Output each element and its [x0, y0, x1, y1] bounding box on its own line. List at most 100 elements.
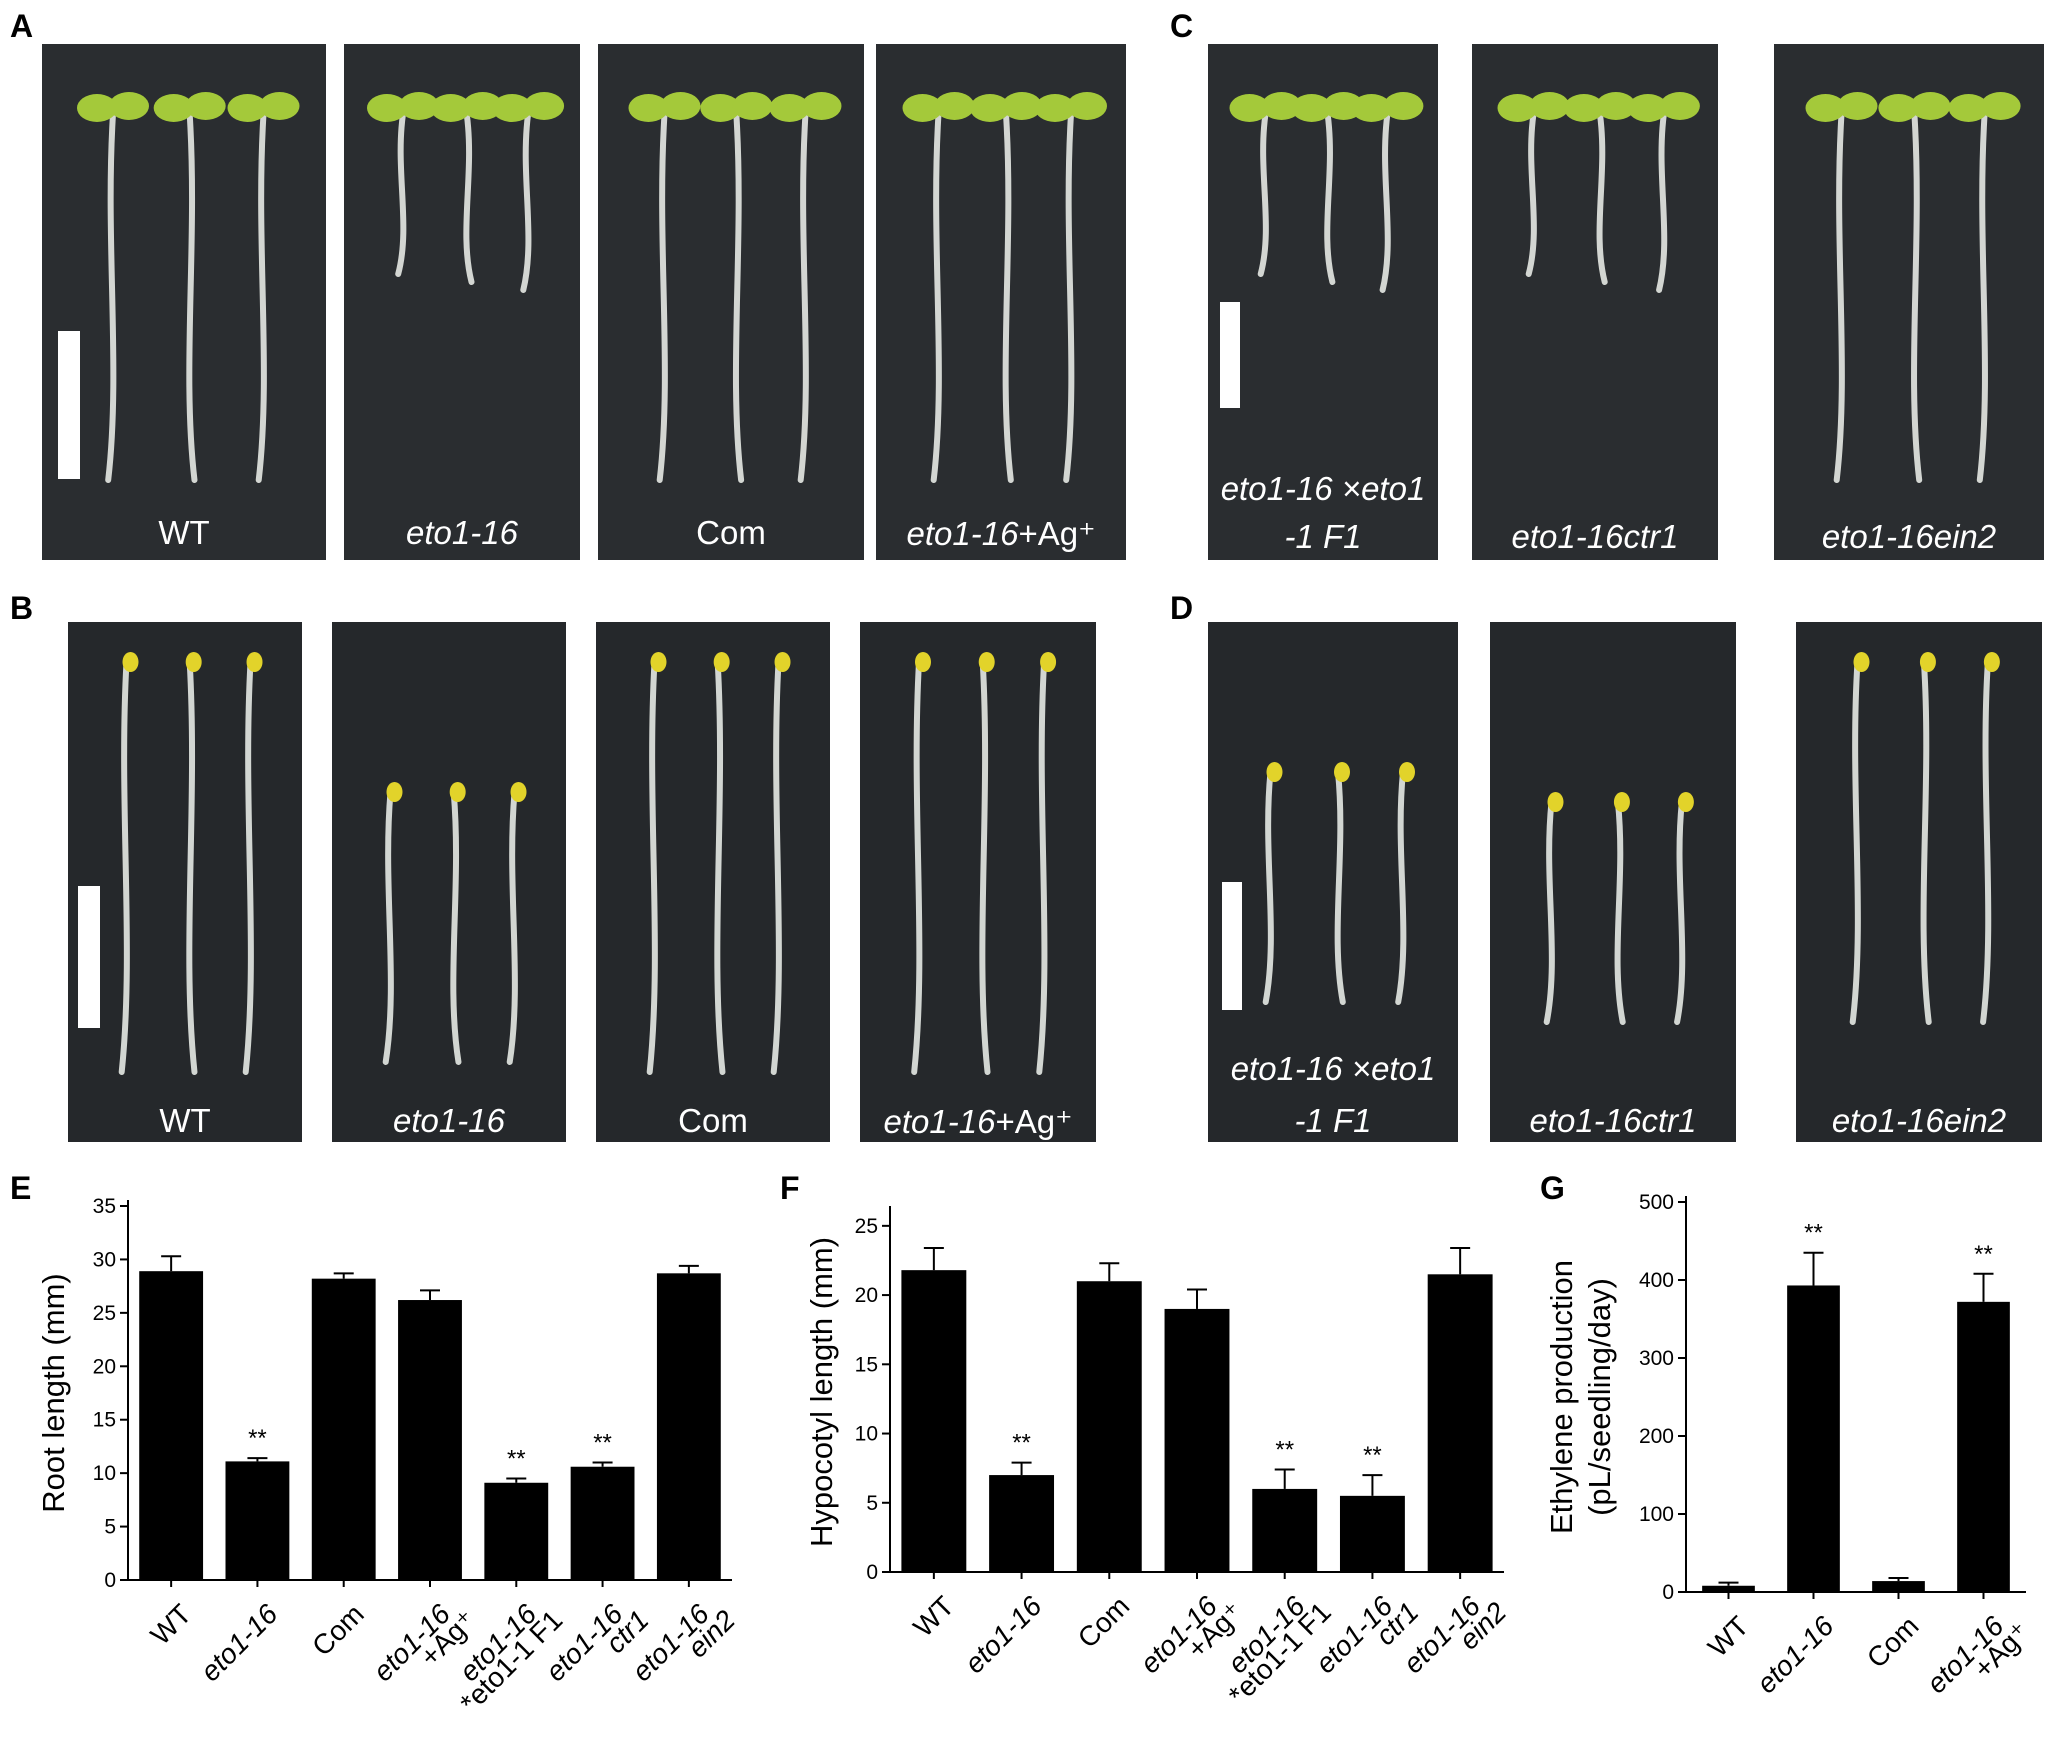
photo-b-eto1-16: eto1-16: [332, 622, 566, 1142]
bar: [1164, 1308, 1230, 1572]
x-tick-label: Com: [1072, 1590, 1136, 1654]
x-tick-label: Com: [1861, 1610, 1925, 1674]
panel-label-d: D: [1170, 590, 1194, 626]
y-axis-label-2: (pL/seedling/day): [1582, 1278, 1617, 1516]
scale-bar: [58, 331, 80, 479]
photo-c-f1: eto1-16 ×eto1 -1 F1: [1208, 44, 1438, 560]
seedling: [153, 92, 226, 483]
bar: [225, 1461, 290, 1580]
bar: [1427, 1274, 1493, 1572]
seedling: [242, 652, 263, 1075]
caption-line2: -1 F1: [1208, 518, 1438, 556]
seedling: [1878, 92, 1951, 483]
seedling: [1543, 792, 1564, 1025]
seedling: [1351, 92, 1424, 293]
seedling: [367, 92, 439, 277]
seedling: [1613, 792, 1630, 1025]
caption-italic: eto1-16: [883, 1103, 996, 1140]
seedling: [185, 652, 202, 1075]
bar: [139, 1271, 204, 1580]
seedlings-illustration: [367, 92, 565, 293]
seedling: [770, 652, 791, 1075]
photo-a-eto1-16-ag: eto1-16+Ag⁺: [876, 44, 1126, 560]
y-tick-label: 5: [866, 1492, 878, 1515]
seedling: [911, 652, 931, 1075]
bar: [570, 1466, 635, 1580]
x-tick-label: eto1-16: [194, 1598, 283, 1687]
caption: WT: [159, 1102, 211, 1139]
scale-bar: [1222, 882, 1242, 1010]
seedling: [1674, 792, 1694, 1025]
seedlings-illustration: [1229, 92, 1424, 293]
photo-d-f1: eto1-16 ×eto1 -1 F1: [1208, 622, 1458, 1142]
photo-c-ctr1: eto1-16ctr1: [1472, 44, 1718, 560]
panel-label-b: B: [10, 590, 34, 626]
x-tick-label: Com: [306, 1598, 370, 1662]
significance-label: **: [593, 1429, 612, 1456]
seedlings-illustration: [1262, 762, 1415, 1005]
seedlings-illustration: [1849, 652, 2000, 1025]
x-tick-label: WT: [907, 1590, 960, 1643]
y-axis-label: Ethylene production: [1544, 1260, 1579, 1534]
y-tick-label: 25: [855, 1215, 878, 1238]
y-axis-label: Hypocotyl length (mm): [804, 1237, 839, 1547]
seedling: [1036, 652, 1057, 1075]
caption: eto1-16 ×eto1: [1220, 470, 1426, 507]
seedling: [1849, 652, 1870, 1025]
photo-d-ein2: eto1-16ein2: [1796, 622, 2042, 1142]
seedlings-illustration: [628, 92, 842, 483]
y-tick-label: 200: [1639, 1425, 1674, 1448]
caption: eto1-16ctr1: [1529, 1102, 1697, 1139]
seedling: [382, 782, 403, 1065]
caption: eto1-16ein2: [1831, 1102, 2007, 1139]
y-axis-label: Root length (mm): [36, 1273, 71, 1512]
bar: [1787, 1285, 1840, 1592]
panel-label-f: F: [780, 1170, 800, 1206]
seedlings-illustration: [382, 782, 527, 1065]
x-tick-label: eto1-16: [1751, 1610, 1840, 1699]
bar: [1339, 1495, 1405, 1572]
caption-line2: -1 F1: [1208, 1102, 1458, 1140]
scale-bar: [1220, 302, 1240, 408]
seedling: [1627, 92, 1700, 293]
bar: [484, 1482, 549, 1580]
seedlings-illustration: [646, 652, 791, 1075]
seedling: [1262, 762, 1283, 1005]
bar: [1702, 1585, 1755, 1592]
seedling: [506, 782, 527, 1065]
caption: WT: [158, 514, 210, 551]
y-tick-label: 5: [104, 1516, 116, 1539]
chart-e-root-length: 0 5 10 15 20 25 30 35 Root length (mm) WT ** eto1-1…: [36, 1195, 741, 1719]
caption-line2-text: -1 F1: [1294, 1102, 1372, 1139]
y-tick-label: 10: [93, 1462, 116, 1485]
seedling: [978, 652, 995, 1075]
caption-line2-text: -1 F1: [1284, 518, 1362, 555]
seedling: [1291, 92, 1364, 285]
seedlings-illustration: [77, 92, 300, 483]
photo-a-eto1-16: eto1-16: [344, 44, 580, 560]
seedlings-illustration: [911, 652, 1057, 1075]
seedling: [970, 92, 1042, 483]
caption: eto1-16: [406, 514, 518, 551]
y-tick-label: 0: [1662, 1581, 1674, 1604]
y-tick-label: 0: [104, 1569, 116, 1592]
y-tick-label: 30: [93, 1248, 116, 1271]
significance-label: **: [1275, 1437, 1294, 1464]
seedlings-illustration: [1805, 92, 2021, 483]
seedlings-illustration: [1543, 792, 1694, 1025]
seedling: [430, 92, 503, 285]
y-tick-label: 20: [855, 1284, 878, 1307]
caption: Com: [678, 1102, 748, 1139]
seedling: [1919, 652, 1936, 1025]
photo-b-com: Com: [596, 622, 830, 1142]
scale-bar: [78, 886, 100, 1028]
photo-c-ein2: eto1-16ein2: [1774, 44, 2044, 560]
caption: eto1-16ctr1: [1511, 518, 1679, 555]
significance-label: **: [1363, 1442, 1382, 1469]
caption: eto1-16ein2: [1821, 518, 1997, 555]
seedling: [227, 92, 300, 483]
seedling: [1497, 92, 1570, 277]
seedling: [628, 92, 701, 483]
x-tick-label: eto1-16: [959, 1590, 1048, 1679]
seedling: [646, 652, 667, 1075]
